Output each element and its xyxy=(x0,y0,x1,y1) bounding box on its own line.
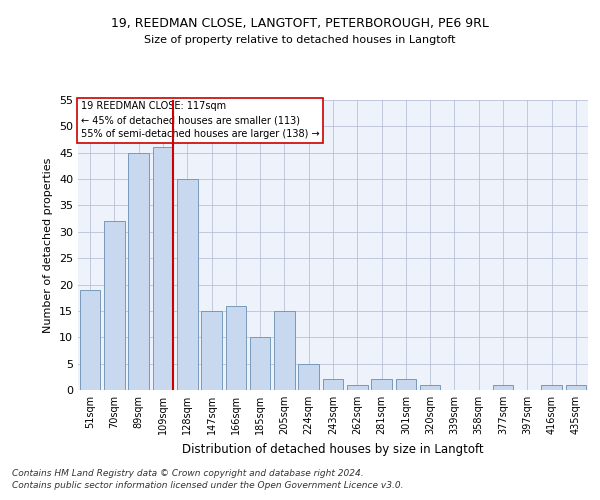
X-axis label: Distribution of detached houses by size in Langtoft: Distribution of detached houses by size … xyxy=(182,442,484,456)
Text: Size of property relative to detached houses in Langtoft: Size of property relative to detached ho… xyxy=(144,35,456,45)
Bar xyxy=(395,380,416,390)
Bar xyxy=(104,222,125,390)
Text: Contains HM Land Registry data © Crown copyright and database right 2024.: Contains HM Land Registry data © Crown c… xyxy=(12,468,364,477)
Text: 19 REEDMAN CLOSE: 117sqm
← 45% of detached houses are smaller (113)
55% of semi-: 19 REEDMAN CLOSE: 117sqm ← 45% of detach… xyxy=(80,102,319,140)
Bar xyxy=(566,384,586,390)
Bar xyxy=(298,364,319,390)
Y-axis label: Number of detached properties: Number of detached properties xyxy=(43,158,53,332)
Bar xyxy=(177,179,197,390)
Bar xyxy=(541,384,562,390)
Bar xyxy=(226,306,246,390)
Bar xyxy=(80,290,100,390)
Bar xyxy=(420,384,440,390)
Bar xyxy=(128,152,149,390)
Text: 19, REEDMAN CLOSE, LANGTOFT, PETERBOROUGH, PE6 9RL: 19, REEDMAN CLOSE, LANGTOFT, PETERBOROUG… xyxy=(111,18,489,30)
Bar xyxy=(371,380,392,390)
Bar xyxy=(493,384,514,390)
Bar xyxy=(274,311,295,390)
Bar xyxy=(250,338,271,390)
Bar xyxy=(323,380,343,390)
Bar xyxy=(347,384,368,390)
Bar xyxy=(201,311,222,390)
Bar xyxy=(152,148,173,390)
Text: Contains public sector information licensed under the Open Government Licence v3: Contains public sector information licen… xyxy=(12,481,404,490)
